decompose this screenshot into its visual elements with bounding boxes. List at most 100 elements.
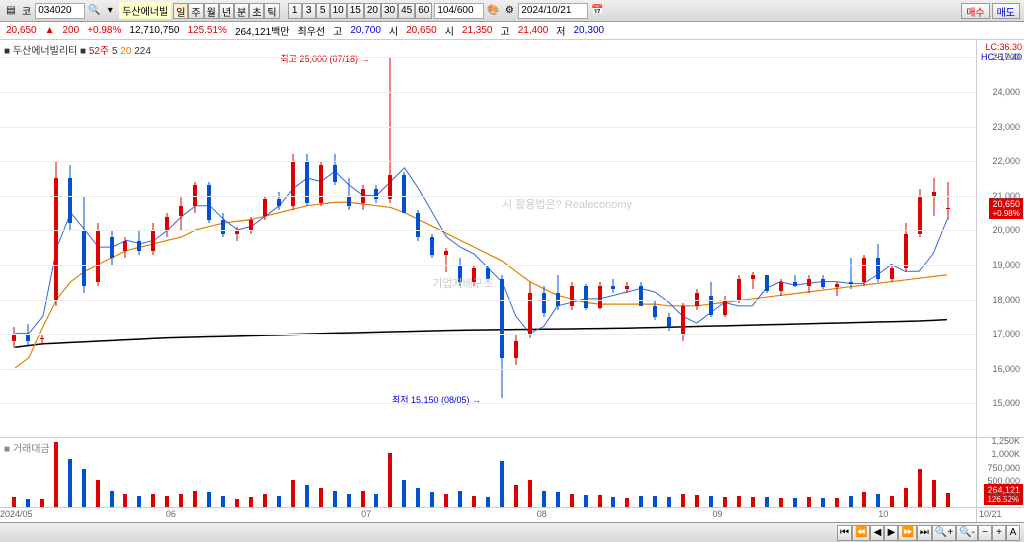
- volume-bar: [570, 494, 574, 507]
- chart-canvas[interactable]: ■ 두산에너빌리티 ■ 52주 5 20 224 최고 25,000 (07/1…: [0, 40, 976, 437]
- volume-bar: [82, 469, 86, 507]
- ytick-label: 23,000: [992, 122, 1020, 132]
- volume-bar: [361, 491, 365, 507]
- pref-label: 최우선: [298, 23, 326, 38]
- xtick-label: 07: [361, 509, 371, 519]
- interval-button-30[interactable]: 30: [381, 3, 398, 19]
- change-symbol: ▲: [45, 25, 55, 36]
- volume-bar: [40, 499, 44, 507]
- nav-button[interactable]: ⏪: [852, 525, 870, 541]
- l2-value: 20,300: [574, 25, 605, 36]
- period-button-주[interactable]: 주: [188, 3, 203, 19]
- vol-ytick: 500,000: [987, 476, 1020, 486]
- volume-bar: [500, 461, 504, 507]
- fraction-input[interactable]: [434, 3, 484, 19]
- vol-ytick: 750,000: [987, 463, 1020, 473]
- volume-bar: [890, 496, 894, 507]
- volume-bar: [932, 480, 936, 507]
- search-icon[interactable]: 🔍: [87, 4, 101, 18]
- period-button-분[interactable]: 분: [234, 3, 249, 19]
- xtick-label: 10: [878, 509, 888, 519]
- volume-bar: [137, 496, 141, 507]
- open-label: 시: [389, 23, 398, 38]
- volume-bar: [347, 494, 351, 507]
- watermark-2: 시 활용법은? Realeconomy: [502, 196, 632, 212]
- vol-ytick: 250,000: [987, 490, 1020, 500]
- nav-button[interactable]: ⏮: [837, 525, 852, 541]
- period-button-월[interactable]: 월: [204, 3, 219, 19]
- volume-bar: [709, 496, 713, 507]
- vol-ytick: 1,250K: [991, 436, 1020, 446]
- period-button-초[interactable]: 초: [249, 3, 264, 19]
- volume-bar: [737, 496, 741, 507]
- volume-bar: [402, 480, 406, 507]
- xtick-label: 2024/05: [0, 509, 33, 519]
- period-button-일[interactable]: 일: [173, 3, 188, 19]
- ytick-label: 16,000: [992, 364, 1020, 374]
- l2-label: 저: [556, 23, 565, 38]
- nav-button[interactable]: −: [978, 525, 992, 541]
- sell-button[interactable]: 매도: [992, 3, 1020, 19]
- volume-bar: [667, 497, 671, 507]
- xtick-label: 08: [537, 509, 547, 519]
- volume-bar: [151, 494, 155, 507]
- volume-bar: [598, 495, 602, 507]
- interval-button-10[interactable]: 10: [330, 3, 347, 19]
- nav-button[interactable]: A: [1006, 525, 1020, 541]
- high-label: 고: [333, 23, 342, 38]
- nav-button[interactable]: ◀: [870, 525, 884, 541]
- buy-button[interactable]: 매수: [961, 3, 989, 19]
- high-annotation: 최고 25,000 (07/18) →: [280, 52, 369, 65]
- code-label: 코: [20, 3, 33, 18]
- ytick-label: 15,000: [992, 398, 1020, 408]
- ytick-label: 22,000: [992, 156, 1020, 166]
- interval-button-60[interactable]: 60: [415, 3, 432, 19]
- calendar-icon[interactable]: 📅: [590, 4, 604, 18]
- nav-button[interactable]: ▶: [884, 525, 898, 541]
- paint-icon[interactable]: 🎨: [486, 4, 500, 18]
- period-button-년[interactable]: 년: [219, 3, 234, 19]
- interval-button-3[interactable]: 3: [302, 3, 316, 19]
- ytick-label: 21,000: [992, 191, 1020, 201]
- interval-button-15[interactable]: 15: [347, 3, 364, 19]
- volume-bar: [611, 497, 615, 507]
- volume: 12,710,750: [129, 25, 179, 36]
- volume-bar: [165, 496, 169, 507]
- nav-button[interactable]: 🔍-: [956, 525, 978, 541]
- period-button-틱[interactable]: 틱: [264, 3, 279, 19]
- watermark-1: 기업지배구조: [432, 275, 493, 291]
- volume-bar: [862, 492, 866, 507]
- volume-area: ■ 거래대금 264,121 126.52% 250,000500,000750…: [0, 438, 1024, 508]
- volume-bar: [751, 497, 755, 507]
- ytick-label: 17,000: [992, 329, 1020, 339]
- dropdown-icon[interactable]: ▾: [103, 4, 117, 18]
- nav-button[interactable]: 🔍+: [932, 525, 956, 541]
- volume-bar: [26, 499, 30, 507]
- settings-icon[interactable]: ⚙: [502, 4, 516, 18]
- ytick-label: 19,000: [992, 260, 1020, 270]
- volume-pct: 125.51%: [187, 25, 226, 36]
- xtick-label: 06: [166, 509, 176, 519]
- interval-button-1[interactable]: 1: [288, 3, 302, 19]
- nav-button[interactable]: ⏭: [917, 525, 932, 541]
- code-input[interactable]: [35, 3, 85, 19]
- chart-area: ■ 두산에너빌리티 ■ 52주 5 20 224 최고 25,000 (07/1…: [0, 40, 1024, 438]
- volume-bar: [416, 488, 420, 507]
- info-bar: 20,650 ▲ 200 +0.98% 12,710,750 125.51% 2…: [0, 22, 1024, 40]
- volume-canvas[interactable]: ■ 거래대금: [0, 438, 976, 507]
- nav-button[interactable]: ⏩: [898, 525, 916, 541]
- volume-bar: [849, 496, 853, 507]
- interval-button-20[interactable]: 20: [364, 3, 381, 19]
- volume-bar: [695, 495, 699, 507]
- volume-bar: [277, 496, 281, 507]
- menu-icon[interactable]: ▤: [4, 4, 18, 18]
- interval-button-45[interactable]: 45: [398, 3, 415, 19]
- date-input[interactable]: [518, 3, 588, 19]
- volume-bar: [388, 453, 392, 507]
- xtick-label: 09: [712, 509, 722, 519]
- volume-bar: [918, 469, 922, 507]
- volume-bar: [263, 494, 267, 507]
- nav-button[interactable]: +: [992, 525, 1006, 541]
- volume-bar: [514, 485, 518, 507]
- interval-button-5[interactable]: 5: [316, 3, 330, 19]
